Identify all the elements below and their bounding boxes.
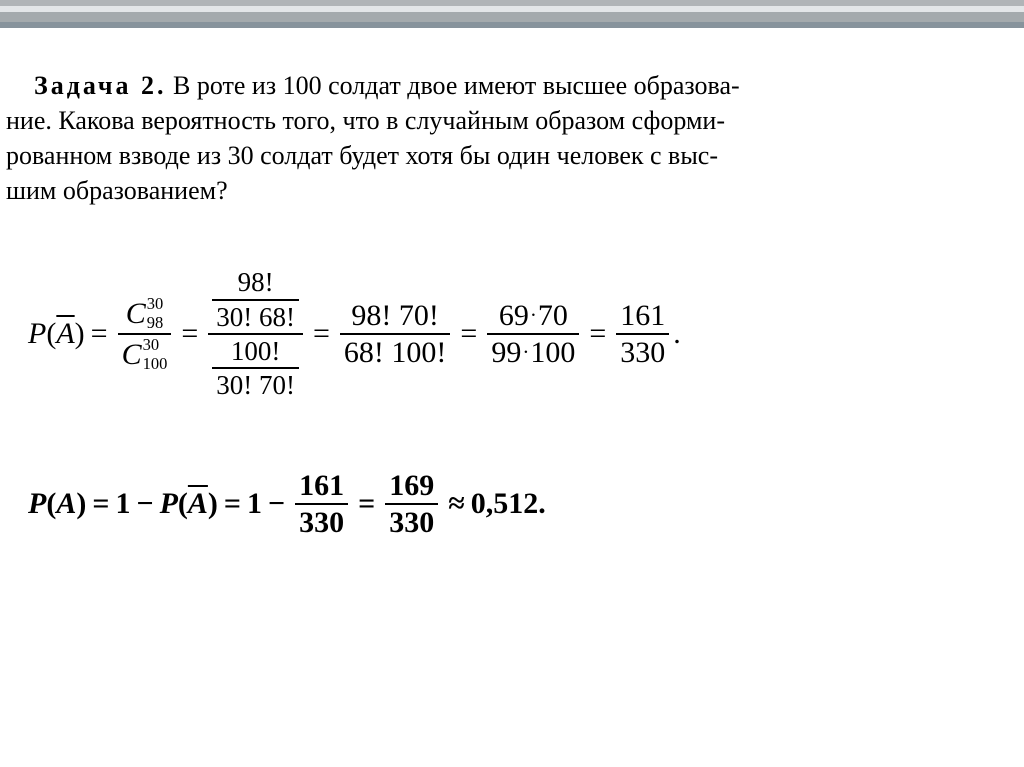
eq1-step3: 98! 70! 68! 100! bbox=[340, 300, 450, 369]
problem-statement: Задача 2. В роте из 100 солдат двое имею… bbox=[6, 68, 1018, 208]
content-area: Задача 2. В роте из 100 солдат двое имею… bbox=[0, 28, 1024, 539]
bar-3 bbox=[0, 12, 1024, 28]
eq2-one1: 1 bbox=[115, 487, 130, 521]
bar-3-inner bbox=[0, 22, 1024, 28]
eq2-P2: P bbox=[160, 487, 178, 521]
eq2-eq1: = bbox=[92, 487, 109, 521]
eq2-period: . bbox=[538, 487, 546, 521]
eq1-open: ( bbox=[46, 317, 56, 351]
eq1-step5: 161 330 bbox=[616, 300, 669, 369]
equation-1: P ( A ) = C 30 98 C 30 bbox=[28, 268, 1018, 399]
eq1-close: ) bbox=[75, 317, 85, 351]
eq2-eq2: = bbox=[224, 487, 241, 521]
equation-2: P ( A ) = 1 − P ( A ) = 1 − 161 330 = 16… bbox=[28, 470, 1018, 539]
decorative-top-bars bbox=[0, 0, 1024, 28]
problem-text-4: шим образованием? bbox=[6, 176, 228, 205]
eq1-eq2: = bbox=[181, 317, 198, 351]
eq1-step4: 69·70 99·100 bbox=[487, 300, 579, 369]
eq2-result: 0,512 bbox=[471, 487, 539, 521]
eq2-one2: 1 bbox=[247, 487, 262, 521]
problem-text-1: В роте из 100 солдат двое имеют высшее о… bbox=[167, 71, 732, 100]
eq1-eq3: = bbox=[313, 317, 330, 351]
eq2-open1: ( bbox=[46, 487, 56, 521]
eq1-eq4: = bbox=[460, 317, 477, 351]
eq2-Abar: A bbox=[188, 487, 208, 521]
eq2-close1: ) bbox=[76, 487, 86, 521]
problem-text-3: рованном взводе из 30 солдат будет хотя … bbox=[6, 141, 709, 170]
eq2-open2: ( bbox=[178, 487, 188, 521]
eq1-P: P bbox=[28, 317, 46, 351]
eq1-step1: C 30 98 C 30 100 bbox=[118, 296, 172, 372]
eq1-period: . bbox=[673, 317, 681, 351]
eq2-P: P bbox=[28, 487, 46, 521]
eq2-close2: ) bbox=[208, 487, 218, 521]
eq1-eq5: = bbox=[589, 317, 606, 351]
eq1-step2: 98! 30! 68! 100! 30! 70! bbox=[208, 268, 303, 399]
eq1-Abar: A bbox=[56, 317, 74, 351]
eq2-frac1: 161 330 bbox=[295, 470, 348, 539]
problem-text-2: ние. Какова вероятность того, что в случ… bbox=[6, 106, 716, 135]
eq1-eq1: = bbox=[91, 317, 108, 351]
problem-label: Задача 2. bbox=[6, 71, 167, 100]
eq2-approx: ≈ bbox=[448, 487, 464, 521]
eq2-minus1: − bbox=[136, 487, 153, 521]
eq2-minus2: − bbox=[268, 487, 285, 521]
eq2-A: A bbox=[56, 487, 76, 521]
eq2-frac2: 169 330 bbox=[385, 470, 438, 539]
eq2-eq3: = bbox=[358, 487, 375, 521]
